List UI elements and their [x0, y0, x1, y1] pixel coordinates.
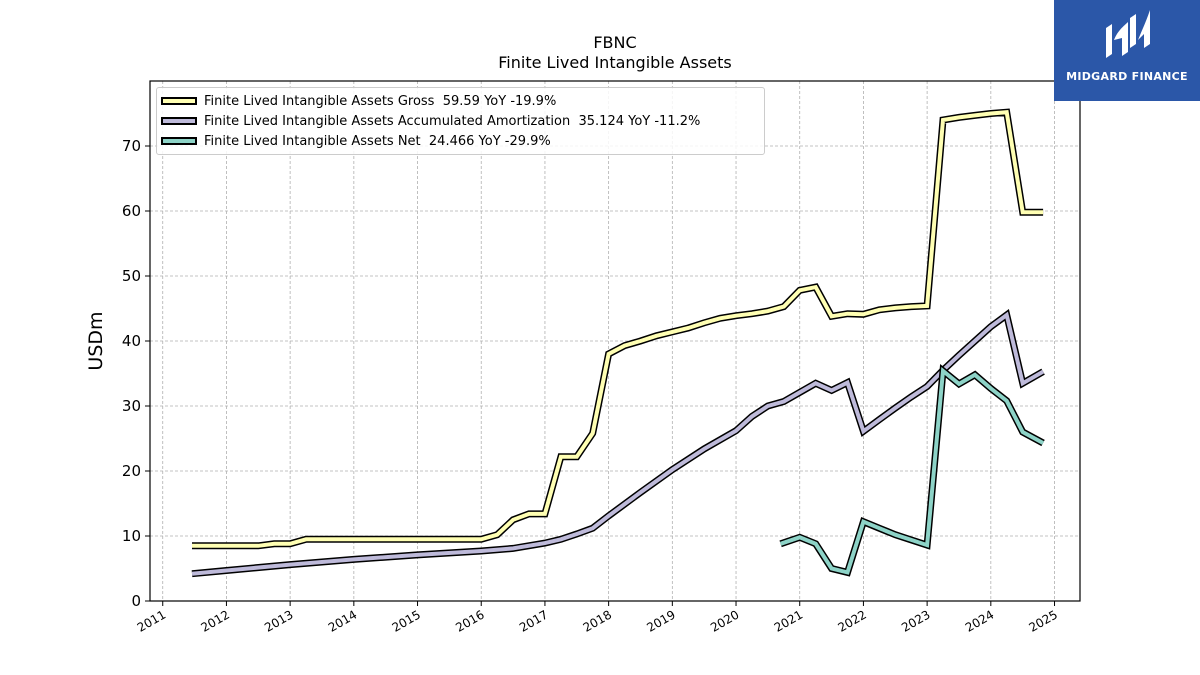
- x-tick-label: 2022: [835, 607, 868, 634]
- y-tick-label: 10: [122, 527, 141, 545]
- x-tick-label: 2019: [644, 607, 677, 634]
- x-tick-label: 2016: [453, 607, 486, 634]
- series-line-amortization: [191, 311, 1045, 576]
- legend-swatch-amortization: [161, 117, 197, 125]
- x-tick-label: 2024: [963, 607, 996, 634]
- x-tick-label: 2018: [581, 607, 614, 634]
- x-tick-label: 2020: [708, 607, 741, 634]
- x-tick-label: 2021: [772, 607, 805, 634]
- x-tick-label: 2011: [135, 607, 168, 634]
- chart-legend: Finite Lived Intangible Assets Gross 59.…: [156, 87, 765, 155]
- legend-label-net: Finite Lived Intangible Assets Net 24.46…: [204, 133, 551, 149]
- x-tick-label: 2025: [1027, 607, 1060, 634]
- midgard-finance-logo: MIDGARD FINANCE: [1054, 0, 1200, 101]
- x-tick-label: 2013: [262, 607, 295, 634]
- x-tick-label: 2015: [390, 607, 423, 634]
- y-tick-label: 20: [122, 462, 141, 480]
- legend-item-gross: Finite Lived Intangible Assets Gross 59.…: [161, 91, 556, 111]
- y-tick-label: 50: [122, 267, 141, 285]
- legend-swatch-gross: [161, 97, 197, 105]
- y-tick-label: 0: [131, 592, 141, 610]
- x-tick-label: 2017: [517, 607, 550, 634]
- y-tick-label: 40: [122, 332, 141, 350]
- legend-swatch-net: [161, 137, 197, 145]
- legend-item-amortization: Finite Lived Intangible Assets Accumulat…: [161, 111, 700, 131]
- x-tick-label: 2014: [326, 607, 359, 634]
- chart-subtitle: Finite Lived Intangible Assets: [498, 53, 732, 72]
- y-tick-label: 70: [122, 137, 141, 155]
- midgard-m-logo-icon: [1106, 10, 1150, 58]
- legend-label-amortization: Finite Lived Intangible Assets Accumulat…: [204, 113, 701, 129]
- x-tick-label: 2012: [198, 607, 231, 634]
- legend-item-net: Finite Lived Intangible Assets Net 24.46…: [161, 131, 551, 151]
- series-outline-amortization: [191, 309, 1045, 578]
- y-tick-label: 60: [122, 202, 141, 220]
- series-line-gross: [192, 110, 1044, 548]
- y-tick-label: 30: [122, 397, 141, 415]
- series-outline-gross: [192, 108, 1044, 550]
- logo-text: MIDGARD FINANCE: [1066, 70, 1188, 83]
- x-tick-label: 2023: [899, 607, 932, 634]
- plot-frame: [149, 80, 1081, 602]
- series-line-net: [779, 366, 1045, 575]
- chart-title: FBNC: [593, 33, 637, 52]
- legend-label-gross: Finite Lived Intangible Assets Gross 59.…: [204, 93, 557, 109]
- y-axis-label: USDm: [85, 311, 107, 370]
